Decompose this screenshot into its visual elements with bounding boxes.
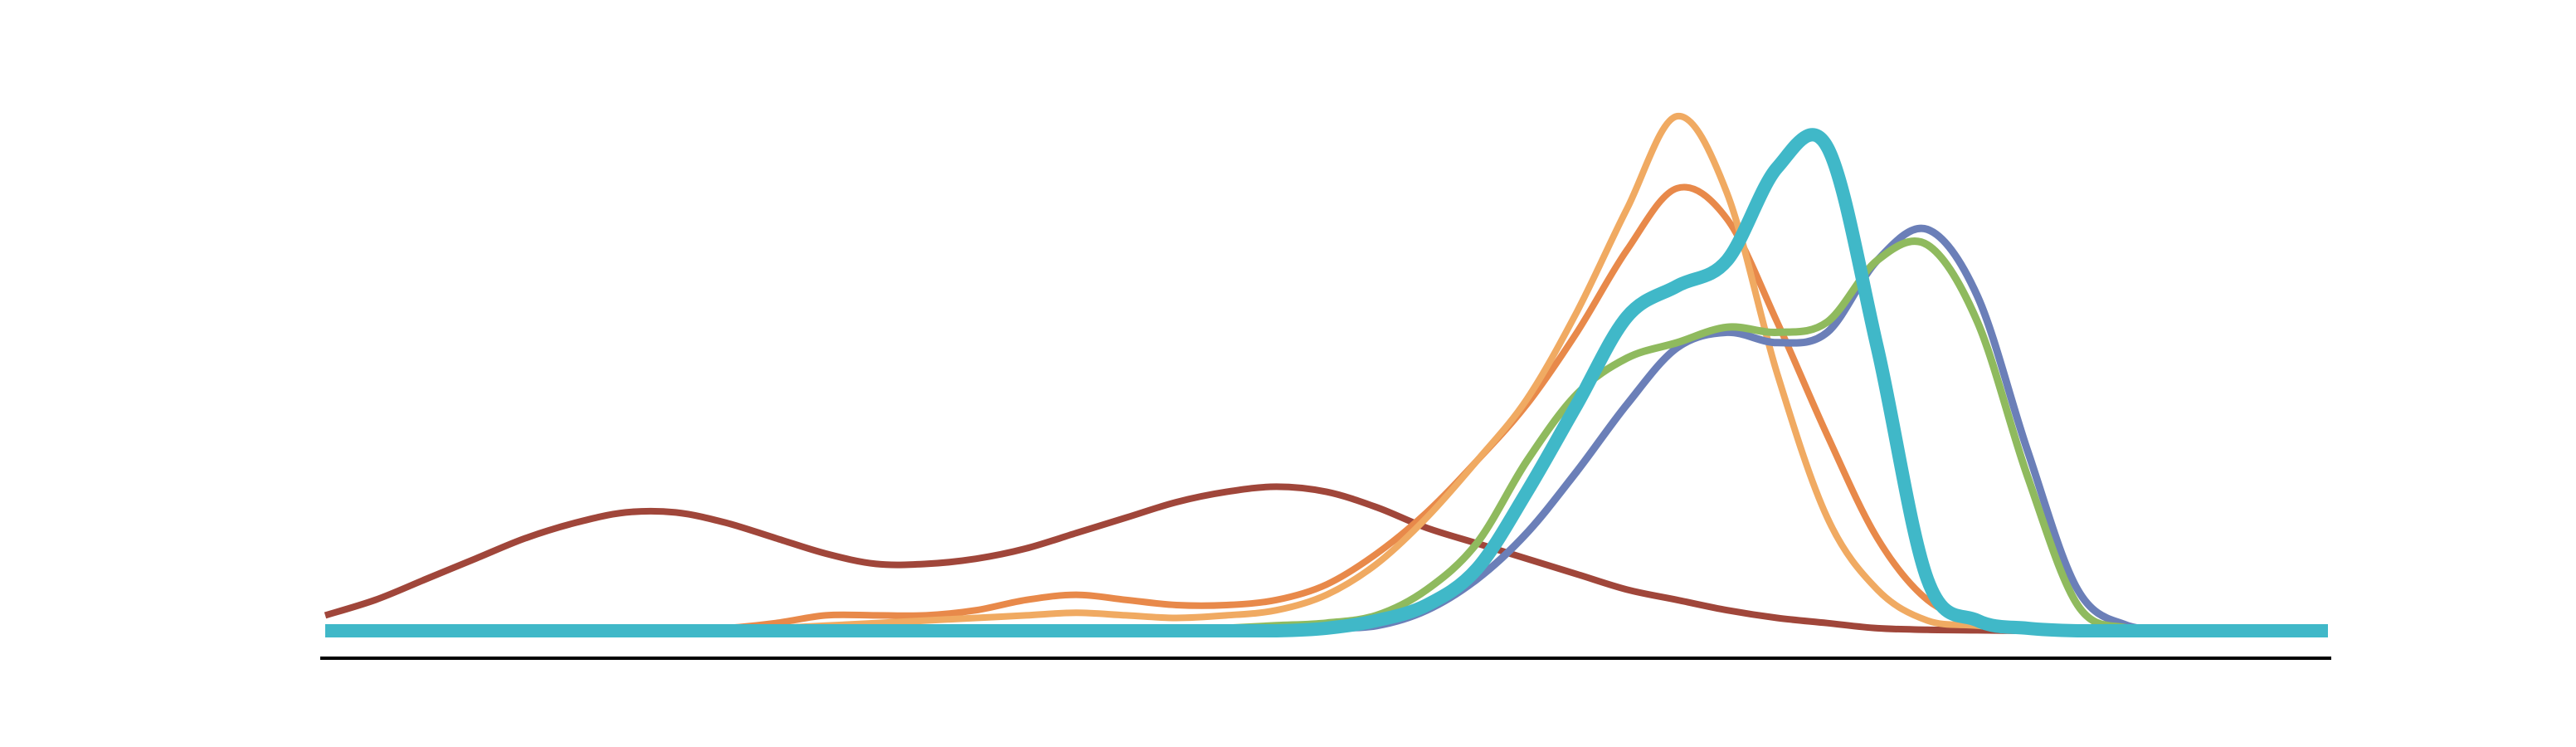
series-line-2 <box>324 183 2328 635</box>
series-line-3 <box>324 112 2328 635</box>
series-line-4 <box>324 224 2328 635</box>
series-layer <box>324 112 2328 638</box>
series-line-1 <box>324 483 2328 635</box>
series-line-5 <box>324 237 2328 635</box>
series-line-6 <box>324 128 2328 638</box>
